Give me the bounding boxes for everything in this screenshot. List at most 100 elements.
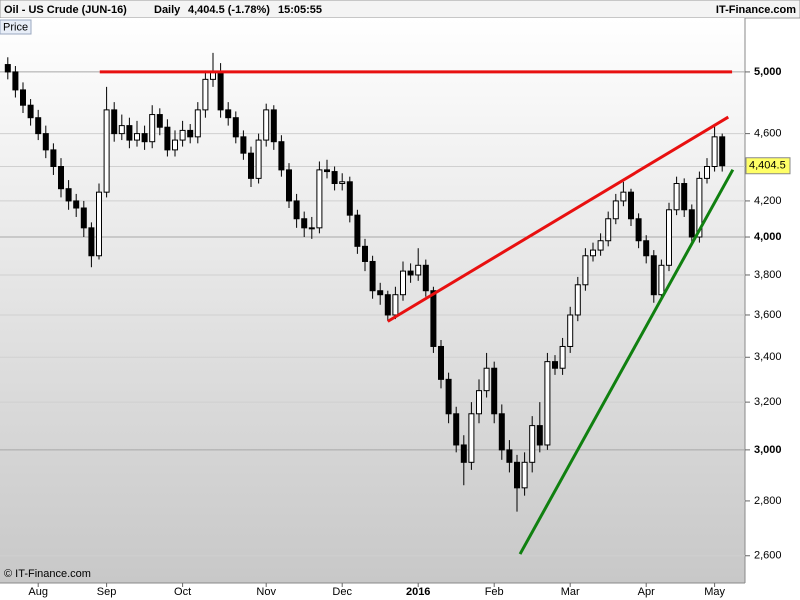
candle-body: [118, 125, 125, 135]
candle-body: [73, 200, 80, 209]
candle-body: [50, 149, 57, 168]
time: 15:05:55: [278, 4, 322, 16]
candle-body: [460, 444, 467, 463]
candle-body: [514, 461, 520, 489]
quote: 4,404.5 (-1.78%): [188, 4, 270, 16]
y-tick-label: 2,800: [754, 495, 782, 507]
y-tick-label: 3,800: [754, 269, 782, 281]
candle-body: [202, 78, 209, 111]
x-tick-label: Aug: [28, 586, 48, 598]
y-tick-label: 3,200: [754, 396, 782, 408]
candle-body: [96, 191, 102, 257]
candle-body: [111, 109, 118, 135]
candle-body: [445, 378, 452, 415]
candle-body: [12, 71, 19, 91]
candle-body: [293, 200, 300, 220]
candle-body: [232, 117, 239, 138]
candle-body: [544, 361, 551, 446]
candle-body: [658, 264, 665, 296]
candle-body: [643, 240, 650, 257]
y-tick-label: 3,600: [754, 309, 782, 321]
candle-body: [263, 109, 270, 141]
candle-body: [339, 181, 346, 185]
last-price-label: 4,404.5: [749, 160, 786, 172]
candle-body: [483, 367, 490, 392]
x-tick-label: Sep: [97, 586, 117, 598]
candle-body: [65, 188, 72, 202]
y-tick-label: 3,000: [754, 444, 782, 456]
candle-body: [681, 183, 688, 211]
candle-body: [711, 136, 718, 168]
candle-body: [506, 449, 513, 463]
candle-body: [316, 169, 323, 229]
x-tick-label: Mar: [561, 586, 580, 598]
candle-body: [392, 294, 399, 316]
candle-body: [172, 139, 178, 151]
x-tick-label: Feb: [485, 586, 504, 598]
y-tick-label: 4,600: [754, 128, 782, 140]
candle-body: [88, 227, 95, 257]
candle-body: [187, 129, 194, 138]
candle-body: [20, 89, 26, 106]
candle-body: [42, 133, 49, 151]
trendline: [387, 115, 730, 323]
candle-body: [597, 240, 604, 251]
candle-body: [346, 181, 353, 216]
candle-body: [278, 141, 285, 171]
candle-body: [179, 129, 186, 141]
candle-body: [612, 200, 619, 220]
candle-body: [666, 209, 672, 266]
candle-body: [126, 125, 133, 141]
candle-body: [453, 413, 460, 446]
candle-body: [240, 136, 247, 154]
candle-body: [574, 284, 581, 316]
candle-body: [582, 255, 589, 286]
candle-body: [308, 227, 315, 230]
candle-body: [377, 290, 384, 296]
period: Daily: [154, 4, 181, 16]
candle-body: [194, 109, 201, 138]
candle-body: [620, 191, 627, 202]
candle-body: [248, 152, 254, 179]
candle-body: [164, 126, 171, 151]
candles: [4, 52, 726, 512]
candle-body: [536, 425, 543, 446]
x-tick-label: May: [704, 586, 725, 598]
candle-body: [529, 425, 536, 463]
candle-body: [415, 264, 422, 276]
candle-body: [438, 345, 444, 380]
candle-body: [4, 64, 11, 73]
candle-body: [141, 133, 148, 143]
candle-body: [384, 294, 391, 316]
brand: IT-Finance.com: [716, 4, 796, 16]
candle-body: [407, 270, 414, 276]
candle-body: [58, 166, 64, 190]
candle-body: [35, 117, 42, 135]
candle-body: [628, 191, 634, 220]
candle-body: [696, 177, 703, 238]
candle-body: [422, 264, 429, 292]
candle-body: [498, 413, 505, 451]
y-tick-label: 5,000: [754, 66, 782, 78]
candle-body: [650, 255, 657, 296]
candle-body: [103, 109, 110, 193]
candle-body: [27, 104, 34, 119]
candle-body: [149, 114, 156, 143]
y-tick-label: 4,200: [754, 195, 782, 207]
candle-body: [590, 249, 596, 257]
candle-body: [270, 109, 277, 143]
candle-body: [80, 207, 87, 229]
x-tick-label: Apr: [638, 586, 655, 598]
candle-body: [255, 139, 262, 179]
candle-body: [156, 114, 163, 128]
candle-body: [362, 245, 368, 262]
trendline: [518, 168, 735, 555]
candle-body: [324, 169, 330, 173]
overlays: 4,404.5: [99, 70, 791, 555]
grid: 2,600 2,800 3,000 3,200 3,400 3,600 3,800 4,000…: [0, 66, 782, 598]
candle-body: [476, 390, 482, 415]
candle-body: [673, 183, 680, 211]
y-tick-label: 3,400: [754, 351, 782, 363]
